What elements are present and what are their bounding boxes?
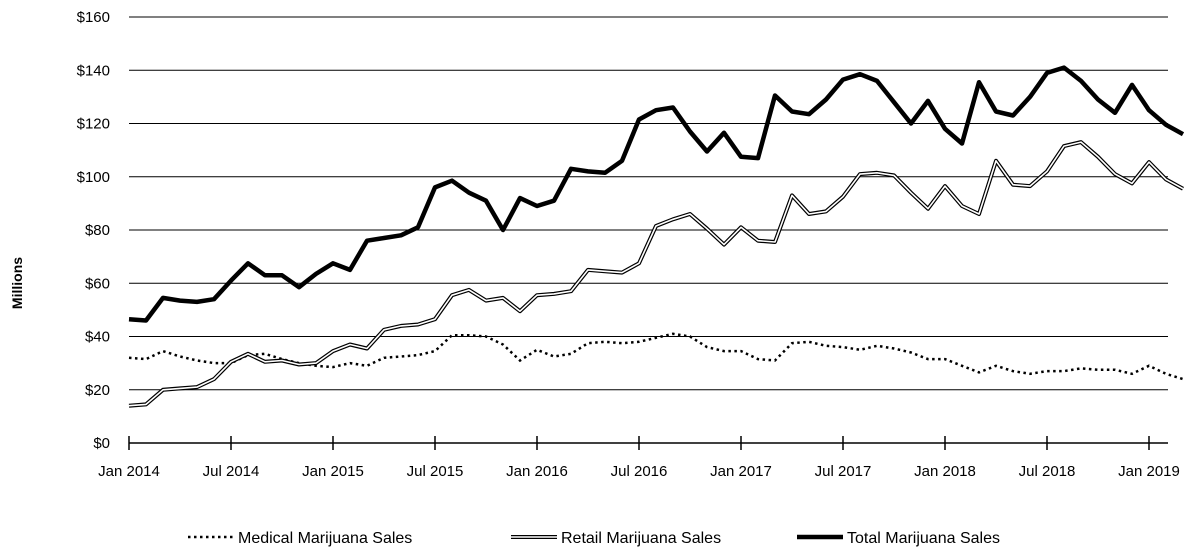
series-lines <box>128 65 1185 408</box>
y-tick-label: $40 <box>85 329 110 346</box>
series-line-retail-marijuana-sales <box>128 140 1184 408</box>
y-tick-label: $80 <box>85 222 110 239</box>
series-line-medical-marijuana-sales <box>128 332 1184 381</box>
y-axis-ticks: $0 $20 $40 $60 $80 $100 $120 $140 $160 <box>77 9 110 452</box>
x-tick-label: Jan 2014 <box>98 463 160 480</box>
x-tick-label: Jan 2016 <box>506 463 568 480</box>
legend-label-retail-marijuana-sales: Retail Marijuana Sales <box>561 530 721 547</box>
legend-label-medical-marijuana-sales: Medical Marijuana Sales <box>238 530 412 547</box>
x-axis: Jan 2014 Jul 2014 Jan 2015 Jul 2015 Jan 2016… <box>98 436 1180 480</box>
x-tick-label: Jan 2019 <box>1118 463 1180 480</box>
y-tick-label: $120 <box>77 116 110 133</box>
x-tick-label: Jan 2015 <box>302 463 364 480</box>
x-tick-label: Jul 2018 <box>1019 463 1076 480</box>
x-tick-label: Jul 2016 <box>611 463 668 480</box>
y-tick-label: $140 <box>77 62 110 79</box>
x-tick-label: Jan 2017 <box>710 463 772 480</box>
x-tick-label: Jul 2017 <box>815 463 872 480</box>
series-line-total-marijuana-sales <box>128 65 1185 323</box>
y-tick-label: $100 <box>77 169 110 186</box>
series-line-inner <box>128 141 1184 407</box>
x-tick-label: Jan 2018 <box>914 463 976 480</box>
y-tick-label: $20 <box>85 382 110 399</box>
x-tick-label: Jul 2015 <box>407 463 464 480</box>
y-tick-label: $0 <box>93 435 110 452</box>
y-axis-label: Millions <box>9 257 25 309</box>
gridlines <box>129 16 1168 391</box>
y-tick-label: $60 <box>85 275 110 292</box>
series-line-outer <box>128 140 1184 408</box>
y-tick-label: $160 <box>77 9 110 26</box>
x-tick-label: Jul 2014 <box>203 463 260 480</box>
legend: Medical Marijuana Sales Retail Marijuana … <box>188 530 1000 547</box>
legend-label-total-marijuana-sales: Total Marijuana Sales <box>847 530 1000 547</box>
